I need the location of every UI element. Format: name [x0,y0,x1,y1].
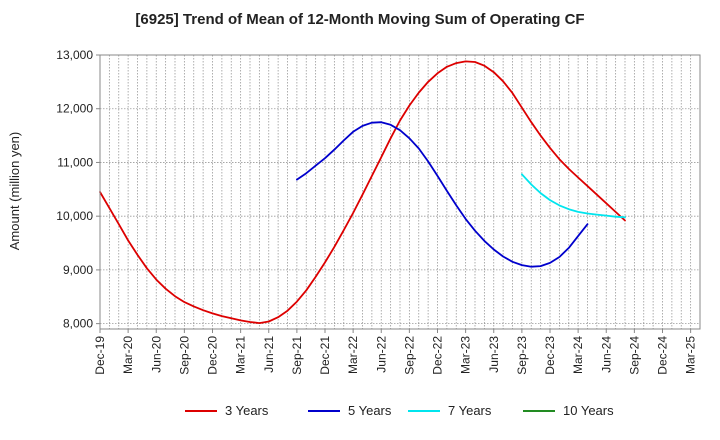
x-tick-label: Dec-22 [431,336,445,375]
x-tick-label: Mar-25 [684,336,698,374]
legend: 3 Years 5 Years 7 Years 10 Years [185,403,614,418]
y-axis-ticks: 8,000 9,000 10,000 11,000 12,000 13,000 [56,48,100,331]
series-line-3-years [99,60,626,325]
series-line-7-years [521,173,626,219]
x-tick-label: Dec-23 [543,336,557,375]
x-tick-label: Sep-20 [177,336,191,375]
x-tick-label: Sep-22 [402,336,416,375]
x-tick-label: Dec-24 [656,336,670,375]
x-tick-label: Sep-23 [515,336,529,375]
x-tick-label: Dec-19 [93,336,107,375]
y-tick-label: 10,000 [56,209,93,223]
series-lines [99,60,626,325]
x-tick-label: Mar-22 [346,336,360,374]
x-tick-label: Dec-20 [206,336,220,375]
y-tick-label: 12,000 [56,102,93,116]
x-tick-label: Mar-24 [571,336,585,374]
legend-label: 7 Years [448,403,492,418]
grid [100,54,700,329]
x-tick-label: Sep-21 [290,336,304,375]
plot-frame [99,54,701,330]
x-tick-label: Mar-21 [234,336,248,374]
x-tick-label: Sep-24 [627,336,641,375]
x-tick-label: Jun-20 [149,336,163,373]
x-tick-label: Jun-21 [262,336,276,373]
x-tick-label: Jun-22 [374,336,388,373]
chart-title: [6925] Trend of Mean of 12-Month Moving … [135,11,584,28]
x-tick-label: Mar-20 [121,336,135,374]
x-axis-ticks: Dec-19 Mar-20 Jun-20 Sep-20 Dec-20 Mar-21 Jun-… [93,329,698,375]
y-tick-label: 8,000 [63,317,93,331]
x-tick-label: Jun-23 [487,336,501,373]
x-tick-label: Mar-23 [459,336,473,374]
x-tick-label: Dec-21 [318,336,332,375]
y-tick-label: 9,000 [63,263,93,277]
x-tick-label: Jun-24 [599,336,613,373]
legend-label: 10 Years [563,403,614,418]
y-axis-title: Amount (million yen) [7,132,22,251]
y-tick-label: 11,000 [57,155,93,169]
series-line-5-years [295,121,589,268]
y-tick-label: 13,000 [56,48,93,62]
legend-label: 5 Years [348,403,392,418]
legend-label: 3 Years [225,403,269,418]
